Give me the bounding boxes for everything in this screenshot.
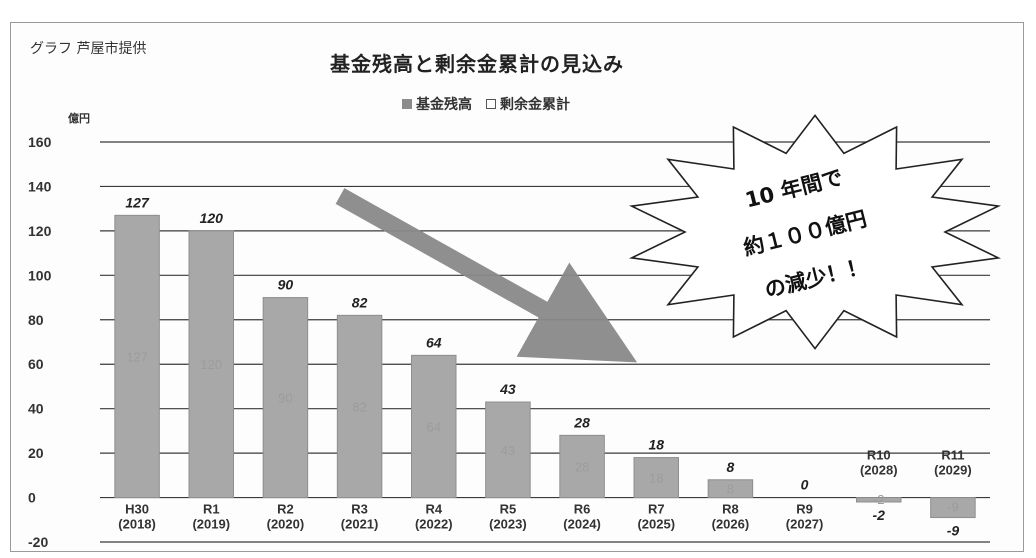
data-label: 64 (426, 334, 442, 350)
bar-inner-label: 90 (278, 391, 292, 406)
data-label: -2 (873, 507, 886, 523)
bar (707, 479, 754, 499)
bar-inner-label: 28 (575, 459, 589, 474)
data-label: 0 (801, 477, 809, 493)
x-tick-label: (2022) (415, 517, 453, 532)
data-label: 43 (499, 381, 516, 397)
y-tick-label: 0 (28, 490, 36, 506)
data-label: -9 (947, 523, 960, 539)
x-tick-label: R9 (796, 502, 813, 517)
bar-inner-label: 127 (126, 349, 148, 364)
y-tick-label: 80 (28, 312, 44, 328)
data-label: 127 (125, 194, 150, 210)
x-tick-label: (2025) (637, 517, 675, 532)
bar (336, 314, 383, 499)
x-tick-label: R2 (277, 502, 294, 517)
data-label: 18 (648, 437, 664, 453)
x-axis: H30(2018) R1(2019) R2(2020) R3(2021) R4(2022… (118, 448, 971, 532)
bar (188, 230, 234, 499)
x-tick-label: R5 (500, 502, 517, 517)
bar (856, 497, 902, 503)
legend: 基金残高 剰余金累計 (402, 94, 570, 114)
y-tick-label: 40 (28, 401, 44, 417)
x-tick-label: R10 (867, 448, 891, 463)
y-tick-label: 140 (28, 178, 52, 194)
x-tick-label: R4 (425, 502, 442, 517)
y-axis: 億円 -20 0 20 40 60 80 100 120 140 160 (28, 111, 90, 550)
source-label: グラフ 芦屋市提供 (30, 41, 147, 57)
bar-inner-label: 64 (427, 419, 441, 434)
bar (930, 497, 976, 519)
x-tick-label: (2027) (786, 517, 824, 532)
data-label: 28 (573, 414, 590, 430)
bar-inner-label: -2 (873, 492, 885, 507)
x-tick-label: R1 (203, 502, 220, 517)
x-tick-label: H30 (125, 502, 149, 517)
y-tick-label: -20 (28, 534, 48, 550)
y-tick-label: 20 (28, 445, 44, 461)
trend-arrow (335, 188, 638, 363)
data-label: 82 (352, 294, 368, 310)
chart-title: 基金残高と剰余金累計の見込み (330, 52, 624, 76)
bar (262, 297, 309, 499)
bar (559, 434, 605, 499)
starburst-shape (628, 114, 1002, 350)
bars: 127 127 120 120 90 90 82 82 64 64 43 43 28 28 18 18 8 8 0 -… (114, 194, 976, 539)
x-tick-label: (2023) (489, 517, 527, 532)
x-tick-label: R6 (574, 502, 591, 517)
legend-swatch (486, 99, 496, 109)
bar-inner-label: 18 (649, 471, 663, 486)
y-tick-label: 160 (28, 134, 52, 150)
bar-inner-label: -9 (947, 500, 959, 515)
legend-swatch (402, 99, 412, 109)
bar-inner-label: 8 (727, 482, 734, 497)
bar (411, 354, 457, 499)
legend-item: 基金残高 (402, 94, 472, 114)
legend-label: 基金残高 (416, 97, 472, 113)
x-tick-label: R11 (941, 448, 964, 463)
data-label: 90 (278, 277, 294, 293)
bar-inner-label: 43 (501, 443, 515, 458)
legend-label: 剰余金累計 (500, 97, 570, 113)
bar (633, 457, 679, 499)
bar-inner-label: 82 (352, 399, 366, 414)
bar (114, 214, 160, 499)
x-tick-label: (2018) (118, 517, 156, 532)
data-label: 8 (727, 459, 735, 475)
legend-item: 剰余金累計 (486, 94, 570, 114)
bar-inner-label: 120 (200, 357, 222, 372)
x-tick-label: (2029) (934, 463, 972, 478)
x-tick-label: (2020) (267, 517, 305, 532)
y-tick-label: 60 (28, 356, 44, 372)
y-tick-label: 120 (28, 223, 52, 239)
data-label: 120 (200, 210, 224, 226)
trend-arrow-shape (335, 188, 638, 363)
x-tick-label: R3 (351, 502, 368, 517)
x-tick-label: R8 (722, 502, 739, 517)
y-tick-label: 100 (28, 267, 52, 283)
y-axis-label: 億円 (68, 111, 90, 125)
x-tick-label: (2019) (192, 517, 230, 532)
bar (485, 401, 531, 499)
x-tick-label: (2028) (860, 463, 898, 478)
x-tick-label: (2024) (563, 517, 601, 532)
x-tick-label: (2026) (712, 517, 750, 532)
x-tick-label: R7 (648, 502, 665, 517)
x-tick-label: (2021) (341, 517, 379, 532)
